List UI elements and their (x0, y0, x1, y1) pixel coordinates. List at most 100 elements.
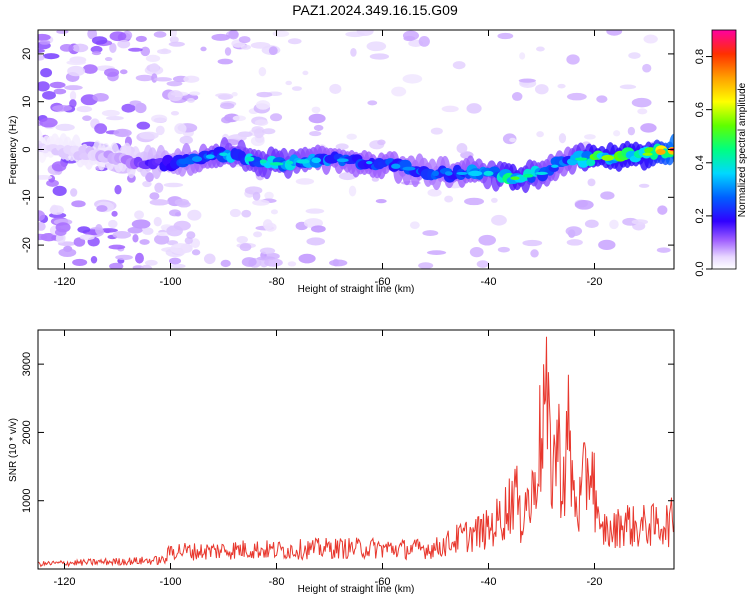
snr-y-ticks: 1000 2000 3000 (21, 352, 674, 513)
y-tick-label: -10 (21, 189, 33, 205)
spectrogram-texture-blob (108, 219, 118, 229)
spectrogram-texture-blob (113, 128, 132, 138)
spectrogram-texture-blob (587, 178, 596, 187)
spectrogram-texture-blob (558, 133, 567, 144)
spectrogram-x-ticks: -120 -100 -80 -60 -40 -20 (53, 30, 602, 288)
spectrogram-texture-blob (155, 125, 165, 136)
spectrogram-texture-blob (104, 68, 120, 77)
spectrogram-texture-blob (656, 247, 671, 253)
spectrogram-ridge (38, 128, 674, 194)
ridge-hotspot (483, 170, 494, 176)
spectrogram-texture-blob (117, 39, 131, 49)
spectrogram-texture-blob (657, 205, 668, 215)
spectrogram-texture-blob (151, 114, 168, 123)
spectrogram-texture-blob (170, 243, 190, 255)
y-tick-label: 20 (21, 48, 33, 60)
spectrogram-texture-blob (346, 133, 357, 140)
ridge-hotspot (642, 152, 653, 156)
spectrogram-texture-blob (142, 227, 154, 235)
spectrogram-texture-blob (38, 174, 53, 180)
chart-title: PAZ1.2024.349.16.15.G09 (292, 2, 458, 18)
spectrogram-texture-blob (308, 113, 326, 124)
spectrogram-texture-blob (313, 124, 324, 131)
ridge-hotspot (523, 173, 534, 178)
spectrogram-texture-blob (221, 116, 233, 124)
spectrogram-texture-blob (254, 119, 269, 126)
spectrogram-texture-blob (497, 246, 510, 253)
spectrogram-texture-blob (127, 226, 143, 234)
spectrogram-texture-blob (77, 226, 91, 233)
spectrogram-texture-blob (600, 191, 615, 200)
spectrogram-texture-blob (250, 42, 271, 49)
ridge-hotspot (286, 160, 294, 165)
spectrogram-texture-blob (92, 92, 109, 102)
spectrogram-texture-blob (557, 83, 566, 89)
spectrogram-texture-blob (298, 253, 316, 264)
colorbar-tick-label: 0.0 (694, 261, 706, 276)
x-tick-label: -120 (53, 576, 75, 588)
spectrogram-texture-blob (59, 44, 74, 52)
ridge-hotspot (535, 171, 548, 176)
spectrogram-texture-blob (191, 249, 201, 256)
spectrogram-texture-blob (491, 197, 498, 203)
ridge-hotspot (391, 163, 401, 169)
ridge-core (78, 145, 87, 155)
spectrogram-texture-blob (264, 258, 283, 267)
spectrogram-texture-blob (452, 61, 466, 70)
spectrogram-texture-blob (187, 209, 202, 221)
spectrogram-texture-blob (262, 128, 276, 135)
spectrogram-texture-blob (170, 263, 186, 269)
spectrogram-texture-blob (509, 137, 516, 143)
spectrogram-texture-blob (200, 46, 207, 52)
spectrogram-texture-blob (264, 191, 274, 200)
spectrogram-texture-blob (268, 46, 278, 55)
spectrogram-texture-blob (90, 45, 103, 53)
spectrogram-texture-blob (161, 48, 169, 53)
colorbar: 0.0 0.2 0.4 0.6 0.8 Normalized spectral ampl… (694, 29, 748, 277)
spectrogram-texture-blob (94, 224, 103, 235)
spectrogram-texture-blob (220, 259, 231, 268)
spectrogram-texture-blob (170, 110, 180, 116)
spectrogram-texture-blob (154, 234, 170, 245)
spectrogram-texture-blob (101, 109, 120, 117)
spectrogram-texture-blob (270, 209, 278, 215)
spectrogram-texture-blob (71, 200, 86, 208)
y-tick-label: 2000 (21, 420, 33, 444)
spectrogram-texture-blob (168, 41, 185, 47)
spectrogram-texture-blob (377, 139, 386, 146)
x-tick-label: -60 (375, 576, 391, 588)
spectrogram-texture-blob (203, 253, 216, 265)
spectrogram-texture-blob (174, 212, 182, 217)
y-tick-label: -20 (21, 237, 33, 253)
spectrogram-texture-blob (149, 192, 160, 200)
ridge-core (263, 161, 273, 169)
spectrogram-texture-blob (136, 121, 151, 130)
spectrogram-y-ticks: -20 -10 0 10 20 (21, 48, 674, 253)
spectrogram-texture-blob (229, 208, 241, 218)
spectrogram-texture-blob (154, 182, 164, 193)
spectrogram-texture-blob (519, 52, 526, 60)
spectrogram-texture-blob (218, 94, 231, 100)
spectrogram-texture-blob (441, 105, 459, 113)
ridge-hotspot (444, 171, 453, 176)
spectrogram-texture-blob (236, 235, 248, 244)
spectrogram-texture-blob (53, 88, 67, 95)
spectrogram-texture-blob (367, 100, 378, 106)
spectrogram-texture-blob (58, 248, 77, 258)
spectrogram-texture-blob (166, 225, 183, 237)
spectrogram-texture-blob (224, 47, 232, 56)
spectrogram-texture-blob (79, 234, 95, 241)
spectrogram-texture-blob (72, 43, 89, 53)
spectrogram-texture-blob (38, 81, 50, 92)
spectrogram-texture-blob (238, 36, 251, 44)
ridge-hotspot (336, 158, 349, 163)
spectrogram-texture-blob (256, 91, 273, 98)
colorbar-tick-label: 0.4 (694, 155, 706, 170)
spectrogram-texture-blob (38, 48, 45, 53)
spectrogram-texture-blob (72, 258, 88, 267)
snr-panel: -120 -100 -80 -60 -40 -20 1000 2000 3000 Height… (8, 329, 675, 595)
spectrogram-texture-blob (231, 91, 238, 97)
colorbar-tick-label: 0.6 (694, 102, 706, 117)
ridge-hotspot (655, 148, 666, 155)
